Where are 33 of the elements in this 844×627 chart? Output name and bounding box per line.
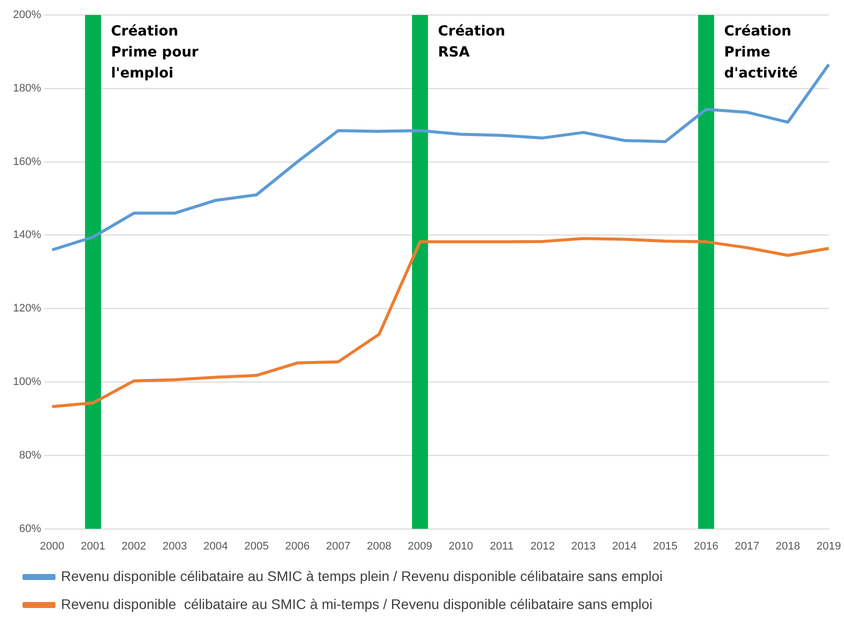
x-tick-label: 2008 xyxy=(366,540,392,552)
x-tick-label: 2015 xyxy=(653,540,678,552)
x-tick-label: 2003 xyxy=(162,540,187,552)
x-tick-label: 2006 xyxy=(285,540,310,552)
x-tick-label: 2013 xyxy=(571,540,596,552)
x-tick-label: 2009 xyxy=(408,540,432,552)
x-tick-label: 2018 xyxy=(776,540,800,552)
legend-label: Revenu disponible célibataire au SMIC à mi-temps / Revenu disponible célibataire sans emploi xyxy=(61,596,652,612)
y-tick-label: 100% xyxy=(12,376,42,388)
ref-line-label: Création Prime pour l'emploi xyxy=(111,24,199,82)
x-tick-label: 2000 xyxy=(40,540,64,552)
x-tick-label: 2005 xyxy=(244,540,269,552)
y-tick-label: 180% xyxy=(12,82,42,94)
x-tick-label: 2019 xyxy=(816,540,842,552)
x-tick-label: 2011 xyxy=(490,540,514,552)
x-tick-label: 2010 xyxy=(448,540,474,552)
ref-line-label: Création RSA xyxy=(438,24,506,61)
x-tick-label: 2007 xyxy=(326,540,351,552)
y-tick-label: 80% xyxy=(19,449,42,462)
y-tick-label: 160% xyxy=(12,156,42,168)
legend-label: Revenu disponible célibataire au SMIC à temps plein / Revenu disponible célibataire sans emploi xyxy=(61,568,663,584)
x-tick-label: 2002 xyxy=(122,540,146,552)
x-tick-label: 2001 xyxy=(80,540,106,552)
ref-line-label: Création Prime d'activité xyxy=(724,24,798,82)
x-tick-label: 2012 xyxy=(530,540,555,552)
x-tick-label: 2014 xyxy=(612,540,637,552)
x-tick-label: 2016 xyxy=(694,540,718,552)
y-tick-label: 140% xyxy=(12,229,42,242)
x-tick-label: 2017 xyxy=(734,540,760,552)
y-tick-label: 200% xyxy=(12,9,42,22)
y-tick-label: 120% xyxy=(12,302,42,315)
y-tick-label: 60% xyxy=(19,522,42,535)
x-tick-label: 2004 xyxy=(203,540,228,552)
